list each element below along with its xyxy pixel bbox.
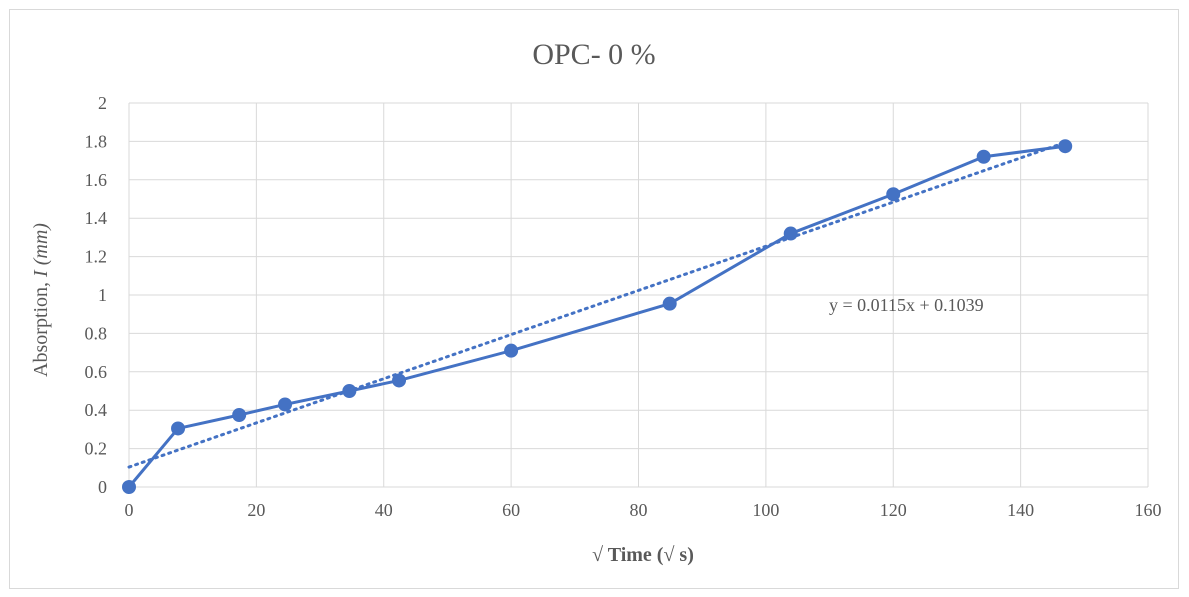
x-axis-title: √ Time (√ s) (592, 544, 694, 566)
y-tick-labels: 0 0.2 0.4 0.6 0.8 1 1.2 1.4 1.6 1.8 2 (85, 93, 108, 497)
x-tick-label: 40 (375, 500, 393, 520)
y-tick-label: 0 (98, 477, 107, 497)
data-point (886, 187, 901, 202)
y-axis-title-prefix: Absorption, (30, 277, 52, 377)
x-tick-labels: 0 20 40 60 80 100 120 140 160 (125, 500, 1162, 520)
y-tick-label: 1.6 (85, 170, 108, 190)
y-tick-label: 0.8 (85, 323, 108, 343)
x-tick-label: 120 (880, 500, 907, 520)
data-point (342, 384, 357, 398)
data-point (232, 408, 247, 422)
data-point (783, 226, 798, 241)
data-point (504, 343, 519, 358)
x-tick-label: 60 (502, 500, 520, 520)
y-tick-label: 2 (98, 93, 107, 113)
data-point (976, 149, 991, 164)
x-tick-label: 140 (1007, 500, 1034, 520)
y-tick-label: 0.4 (85, 400, 108, 420)
data-point (278, 397, 293, 412)
x-tick-label: 100 (752, 500, 779, 520)
series-line (127, 144, 1066, 488)
x-tick-label: 80 (630, 500, 648, 520)
trendline-equation: y = 0.0115x + 0.1039 (829, 295, 984, 315)
data-points (122, 139, 1073, 494)
chart-frame (9, 9, 1179, 589)
y-tick-label: 1.4 (85, 208, 108, 228)
x-tick-label: 160 (1135, 500, 1162, 520)
x-tick-label: 20 (247, 500, 265, 520)
data-point (662, 296, 677, 311)
data-point (122, 480, 136, 494)
trendline (127, 140, 1067, 469)
chart-title: OPC- 0 % (532, 38, 655, 71)
data-point (171, 421, 186, 436)
y-tick-label: 1 (98, 285, 107, 305)
y-axis-title-symbol: I (mm) (30, 223, 52, 278)
y-tick-label: 0.2 (85, 439, 108, 459)
x-tick-label: 0 (125, 500, 134, 520)
gridlines (128, 102, 1149, 488)
y-axis-title: Absorption, I (mm) (30, 223, 52, 377)
data-point (1058, 139, 1073, 154)
y-tick-label: 1.8 (85, 131, 108, 151)
y-tick-label: 1.2 (85, 247, 108, 267)
data-point (392, 373, 407, 388)
y-tick-label: 0.6 (85, 362, 108, 382)
